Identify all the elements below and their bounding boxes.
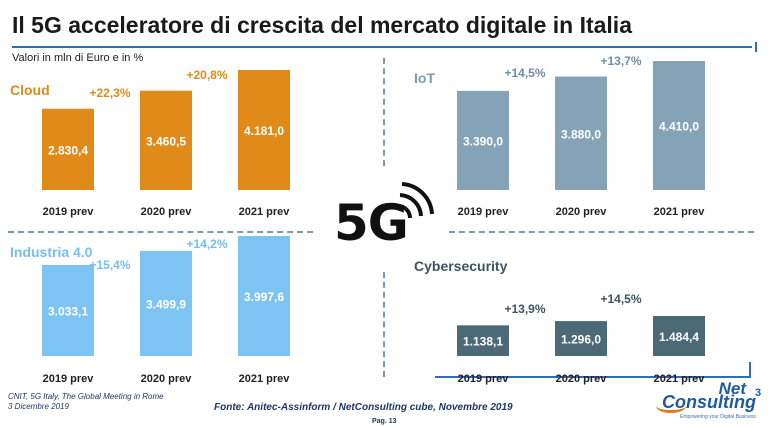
growth-label: +14,5%	[504, 66, 545, 80]
brand-logo: Net Consulting 3 Empowering your Digital…	[652, 379, 766, 425]
separator-bottom	[383, 272, 385, 377]
category-tick-label: 2019 prev	[458, 206, 510, 218]
brand-swoosh-icon	[656, 399, 686, 413]
category-tick-label: 2021 prev	[654, 373, 706, 385]
bar	[653, 316, 705, 356]
category-tick-label: 2021 prev	[239, 373, 291, 385]
separator-left	[8, 231, 313, 233]
footer-source: Fonte: Anitec-Assinform / NetConsulting …	[214, 402, 513, 413]
bar-value-label: 1.138,1	[463, 335, 503, 349]
bar-value-label: 3.033,1	[48, 304, 88, 318]
bar-value-label: 3.997,6	[244, 290, 284, 304]
footer-event-line1: CNIT, 5G Italy, The Global Meeting in Ro…	[8, 392, 164, 401]
brand-consulting: Consulting	[662, 392, 756, 412]
panel-label-industria: Industria 4.0	[10, 244, 93, 260]
corner-rule-vertical	[749, 362, 751, 378]
category-tick-label: 2020 prev	[141, 373, 193, 385]
bar	[140, 90, 192, 190]
signal-waves-icon	[397, 182, 434, 219]
separator-right	[449, 231, 754, 233]
category-tick-label: 2019 prev	[43, 206, 95, 218]
growth-label: +22,3%	[89, 86, 130, 100]
bar-value-label: 2.830,4	[48, 143, 88, 157]
corner-rule-horizontal	[435, 376, 751, 378]
growth-label: +20,8%	[186, 68, 227, 82]
bar	[555, 76, 607, 190]
footer-event: CNIT, 5G Italy, The Global Meeting in Ro…	[8, 392, 164, 412]
brand-cube: 3	[755, 387, 762, 399]
category-tick-label: 2020 prev	[556, 206, 608, 218]
category-tick-label: 2019 prev	[458, 373, 510, 385]
bar	[42, 108, 94, 190]
bar	[457, 90, 509, 190]
panel-label-iot: IoT	[414, 70, 435, 86]
bar	[42, 264, 94, 356]
bar-value-label: 3.390,0	[463, 134, 503, 148]
bar-value-label: 1.484,4	[659, 330, 699, 344]
bar-value-label: 1.296,0	[561, 333, 601, 347]
category-tick-label: 2021 prev	[654, 206, 706, 218]
bar-value-label: 3.499,9	[146, 297, 186, 311]
subtitle: Valori in mln di Euro e in %	[12, 52, 144, 64]
logo-5g: 5G	[334, 178, 434, 268]
bar	[457, 325, 509, 356]
growth-label: +14,2%	[186, 237, 227, 251]
bar-value-label: 3.880,0	[561, 127, 601, 141]
separator-top	[383, 58, 385, 166]
category-tick-label: 2020 prev	[556, 373, 608, 385]
bar	[140, 250, 192, 356]
panel-label-cloud: Cloud	[10, 82, 50, 98]
brand-net: Net	[718, 379, 746, 398]
growth-label: +13,7%	[600, 54, 641, 68]
growth-label: +14,5%	[600, 292, 641, 306]
footer-event-line2: 3 Dicembre 2019	[8, 402, 69, 411]
panel-label-cybersecurity: Cybersecurity	[414, 258, 508, 274]
growth-label: +13,9%	[504, 302, 545, 316]
bar	[238, 236, 290, 356]
growth-label: +15,4%	[89, 258, 130, 272]
title-divider	[12, 42, 757, 52]
bar	[238, 70, 290, 190]
brand-tagline: Empowering your Digital Business	[680, 414, 756, 420]
category-tick-label: 2020 prev	[141, 206, 193, 218]
bar	[653, 61, 705, 190]
page-title: Il 5G acceleratore di crescita del merca…	[12, 12, 632, 38]
page-number: Pag. 13	[372, 418, 397, 425]
category-tick-label: 2021 prev	[239, 206, 291, 218]
bar	[555, 321, 607, 356]
logo-5g-text: 5G	[334, 194, 409, 252]
category-tick-label: 2019 prev	[43, 373, 95, 385]
bar-value-label: 3.460,5	[146, 134, 186, 148]
bar-value-label: 4.410,0	[659, 120, 699, 134]
bar-value-label: 4.181,0	[244, 124, 284, 138]
